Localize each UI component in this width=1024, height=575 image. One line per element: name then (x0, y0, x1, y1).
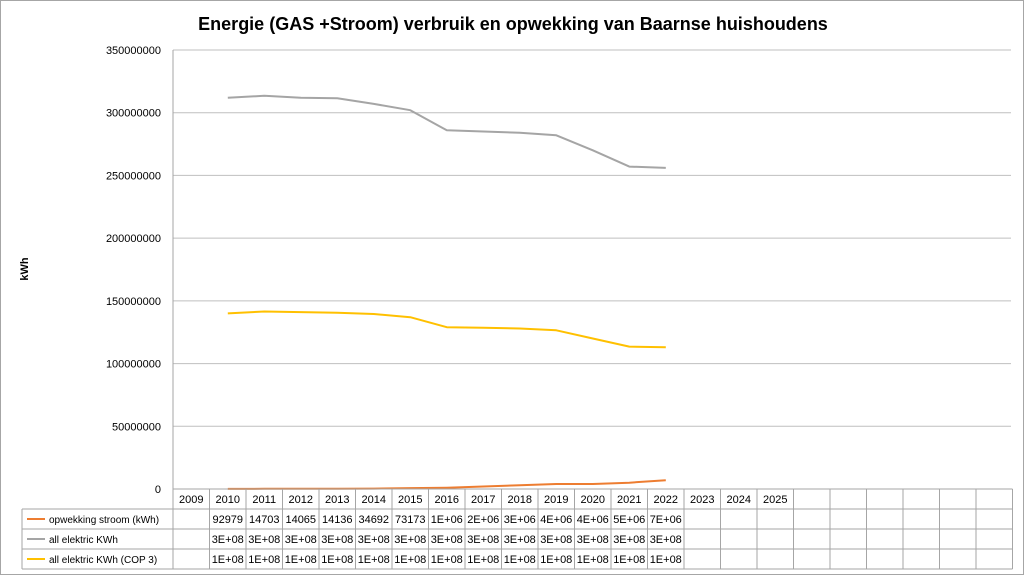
x-category-label: 2025 (763, 494, 787, 506)
y-tick-label: 100000000 (106, 359, 161, 371)
y-tick-label: 50000000 (112, 421, 161, 433)
table-cell: 3E+08 (577, 534, 609, 546)
legend-entry-1: all elektric KWh (49, 535, 118, 546)
table-cell: 1E+08 (504, 554, 536, 566)
table-cell: 3E+08 (358, 534, 390, 546)
table-cell: 1E+08 (431, 554, 463, 566)
table-cell: 3E+08 (212, 534, 244, 546)
x-category-label: 2015 (398, 494, 422, 506)
x-category-label: 2023 (690, 494, 714, 506)
table-cell: 1E+08 (577, 554, 609, 566)
series-line-2 (227, 310, 666, 349)
x-category-label: 2018 (508, 494, 532, 506)
gridlines (172, 49, 1011, 489)
x-category-label: 2016 (435, 494, 459, 506)
series-lines (227, 94, 666, 490)
table-cell: 2E+06 (467, 514, 499, 526)
y-tick-label: 200000000 (106, 233, 161, 245)
x-category-label: 2013 (325, 494, 349, 506)
table-cell: 1E+08 (212, 554, 244, 566)
chart-title: Energie (GAS +Stroom) verbruik en opwekk… (198, 14, 828, 34)
x-category-label: 2021 (617, 494, 641, 506)
table-cell: 1E+08 (650, 554, 682, 566)
table-cell: 1E+08 (285, 554, 317, 566)
table-cell: 4E+06 (577, 514, 609, 526)
y-tick-label: 350000000 (106, 45, 161, 57)
table-cell: 1E+08 (358, 554, 390, 566)
legend-entry-2: all elektric KWh (COP 3) (49, 555, 157, 566)
table-cell: 3E+08 (321, 534, 353, 546)
x-category-label: 2011 (252, 494, 276, 506)
data-table: 2009 2010 2011 2012 2013 2014 2015 2016 2017 2018… (21, 488, 1013, 570)
table-cell: 3E+08 (504, 534, 536, 546)
table-cell: 1E+08 (540, 554, 572, 566)
y-tick-label: 150000000 (106, 296, 161, 308)
x-category-label: 2020 (581, 494, 605, 506)
table-cell: 3E+08 (540, 534, 572, 546)
y-axis-ticks: 0 50000000 100000000 150000000 200000000 2500… (106, 45, 161, 496)
x-category-label: 2010 (216, 494, 240, 506)
x-category-label: 2012 (289, 494, 313, 506)
series-line-1 (227, 94, 666, 169)
table-cell: 14065 (285, 514, 316, 526)
x-category-label: 2017 (471, 494, 495, 506)
table-cell: 3E+08 (467, 534, 499, 546)
table-cell: 1E+08 (248, 554, 280, 566)
x-category-label: 2024 (727, 494, 751, 506)
table-cell: 3E+08 (650, 534, 682, 546)
series-line-0 (227, 479, 666, 490)
x-category-label: 2019 (544, 494, 568, 506)
table-cell: 1E+08 (613, 554, 645, 566)
table-cell: 14136 (322, 514, 353, 526)
table-cell: 1E+08 (467, 554, 499, 566)
y-tick-label: 250000000 (106, 170, 161, 182)
y-tick-label: 0 (155, 484, 161, 496)
x-category-label: 2009 (179, 494, 203, 506)
table-cell: 1E+08 (394, 554, 426, 566)
x-category-label: 2014 (362, 494, 386, 506)
table-cell: 92979 (212, 514, 243, 526)
x-category-label: 2022 (654, 494, 678, 506)
y-axis-label: kWh (19, 257, 31, 281)
y-tick-label: 300000000 (106, 108, 161, 120)
table-cell: 3E+06 (504, 514, 536, 526)
table-cell: 3E+08 (613, 534, 645, 546)
table-cell: 4E+06 (540, 514, 572, 526)
table-cell: 5E+06 (613, 514, 645, 526)
table-cell: 7E+06 (650, 514, 682, 526)
table-cell: 3E+08 (248, 534, 280, 546)
legend-entry-0: opwekking stroom (kWh) (49, 515, 159, 526)
table-cell: 1E+06 (431, 514, 463, 526)
table-cell: 3E+08 (285, 534, 317, 546)
table-cell: 34692 (358, 514, 389, 526)
table-cell: 3E+08 (431, 534, 463, 546)
table-cell: 14703 (249, 514, 280, 526)
table-cell: 3E+08 (394, 534, 426, 546)
table-cell: 1E+08 (321, 554, 353, 566)
table-cell: 73173 (395, 514, 426, 526)
